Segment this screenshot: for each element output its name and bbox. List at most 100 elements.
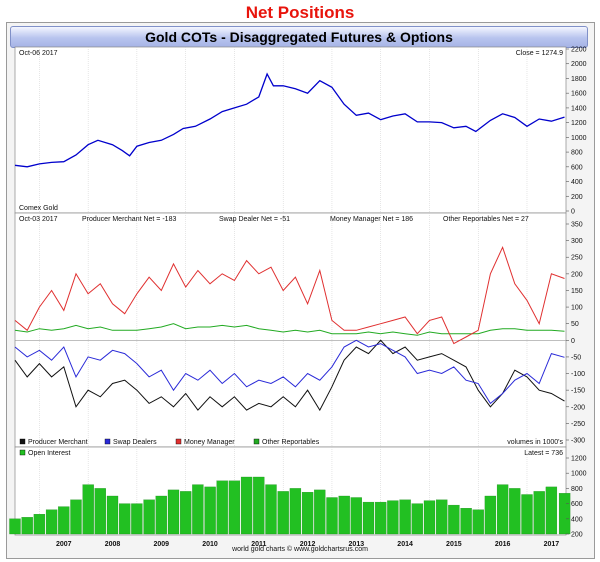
oi-bar — [289, 488, 302, 535]
net-y-tick: -250 — [571, 421, 585, 428]
x-tick-label: 2012 — [300, 541, 316, 548]
oi-bar — [362, 501, 375, 535]
oi-bar — [131, 503, 143, 535]
net-y-tick: 50 — [571, 321, 579, 328]
net-y-tick: -150 — [571, 388, 585, 395]
oi-bar — [509, 488, 521, 535]
oi-bar — [180, 491, 192, 535]
page-title: Net Positions — [245, 3, 355, 22]
x-tick-label: 2007 — [56, 541, 72, 548]
legend-label-producer: Producer Merchant — [28, 439, 88, 446]
oi-bar — [265, 484, 277, 535]
oi-y-tick: 600 — [571, 501, 583, 508]
price-date-label: Oct-06 2017 — [19, 50, 58, 57]
x-tick-label: 2008 — [105, 541, 121, 548]
footer-credit: world gold charts © www.goldchartsrus.co… — [231, 545, 368, 553]
oi-bar — [167, 489, 180, 535]
oi-bar — [216, 480, 228, 535]
price-y-tick: 0 — [571, 209, 575, 216]
legend-label-money: Money Manager — [184, 439, 235, 446]
net-y-tick: -200 — [571, 404, 585, 411]
x-tick-label: 2017 — [544, 541, 560, 548]
oi-bar — [387, 500, 399, 535]
oi-bar — [411, 503, 423, 535]
price-panel — [14, 46, 567, 214]
net-y-tick: 150 — [571, 288, 583, 295]
oi-bar — [558, 493, 571, 535]
oi-y-tick: 200 — [571, 532, 583, 539]
price-y-tick: 800 — [571, 150, 583, 157]
legend-swatch-producer — [19, 438, 26, 445]
oi-bar — [253, 476, 265, 535]
price-y-tick: 1000 — [571, 135, 587, 142]
price-y-tick: 1200 — [571, 120, 587, 127]
price-y-tick: 1400 — [571, 105, 587, 112]
oi-bar — [240, 476, 253, 535]
oi-bar — [155, 495, 167, 535]
oi-bar — [314, 489, 326, 535]
net-y-tick: -100 — [571, 371, 585, 378]
net-panel — [14, 212, 567, 448]
gold-price-line — [14, 72, 565, 168]
oi-bar — [228, 480, 241, 535]
legend-swatch-money — [175, 438, 182, 445]
oi-bar — [192, 484, 204, 535]
oi-bar — [58, 506, 70, 535]
x-tick-label: 2016 — [495, 541, 511, 548]
oi-bar — [350, 497, 362, 535]
net-y-tick: -300 — [571, 438, 585, 445]
oi-bar — [423, 500, 436, 535]
legend-swatch-swap — [104, 438, 111, 445]
oi-series-label: Open Interest — [28, 450, 70, 457]
net-y-tick: 350 — [571, 222, 583, 229]
oi-bar — [375, 501, 387, 535]
oi-bar — [33, 514, 46, 535]
net-y-tick: 200 — [571, 271, 583, 278]
legend-label-other: Other Reportables — [262, 439, 320, 446]
oi-bar — [82, 484, 94, 535]
oi-bar — [45, 509, 58, 535]
oi-bar — [521, 494, 533, 535]
x-tick-label: 2014 — [397, 541, 413, 548]
net-y-tick: 300 — [571, 238, 583, 245]
legend-swatch-oi — [19, 449, 26, 456]
oi-bar — [204, 486, 216, 535]
oi-bar — [277, 491, 289, 535]
swap-dealers-line — [14, 339, 565, 405]
oi-bar — [448, 504, 460, 535]
other-net-label: Other Reportables Net = 27 — [443, 216, 529, 223]
net-y-tick: 0 — [571, 338, 575, 345]
x-tick-label: 2010 — [202, 541, 218, 548]
oi-bar — [484, 495, 497, 535]
oi-bar — [70, 499, 82, 535]
oi-bar — [496, 484, 509, 535]
oi-bar — [436, 499, 448, 535]
net-y-tick: -50 — [571, 354, 581, 361]
money-net-label: Money Manager Net = 186 — [330, 216, 413, 223]
price-y-tick: 600 — [571, 164, 583, 171]
price-y-tick: 1800 — [571, 76, 587, 83]
x-tick-label: 2013 — [349, 541, 365, 548]
money-manager-line — [14, 245, 565, 345]
oi-bar — [545, 486, 558, 535]
producer-net-label: Producer Merchant Net = -183 — [82, 216, 176, 223]
oi-bar — [472, 509, 484, 535]
price-y-tick: 1600 — [571, 91, 587, 98]
oi-bar — [326, 497, 338, 535]
oi-y-tick: 800 — [571, 486, 583, 493]
legend-swatch-other — [253, 438, 260, 445]
price-y-tick: 400 — [571, 179, 583, 186]
price-y-tick: 2200 — [571, 47, 587, 54]
swap-net-label: Swap Dealer Net = -51 — [219, 216, 290, 223]
oi-bar — [399, 499, 411, 535]
net-y-tick: 100 — [571, 305, 583, 312]
x-tick-label: 2015 — [446, 541, 462, 548]
x-tick-label: 2011 — [251, 541, 266, 548]
oi-latest-label: Latest = 736 — [524, 450, 563, 457]
oi-bar — [119, 503, 131, 535]
oi-bar — [143, 499, 155, 535]
x-tick-label: 2009 — [153, 541, 169, 548]
units-label: volumes in 1000's — [507, 439, 563, 446]
oi-y-tick: 1200 — [571, 456, 587, 463]
